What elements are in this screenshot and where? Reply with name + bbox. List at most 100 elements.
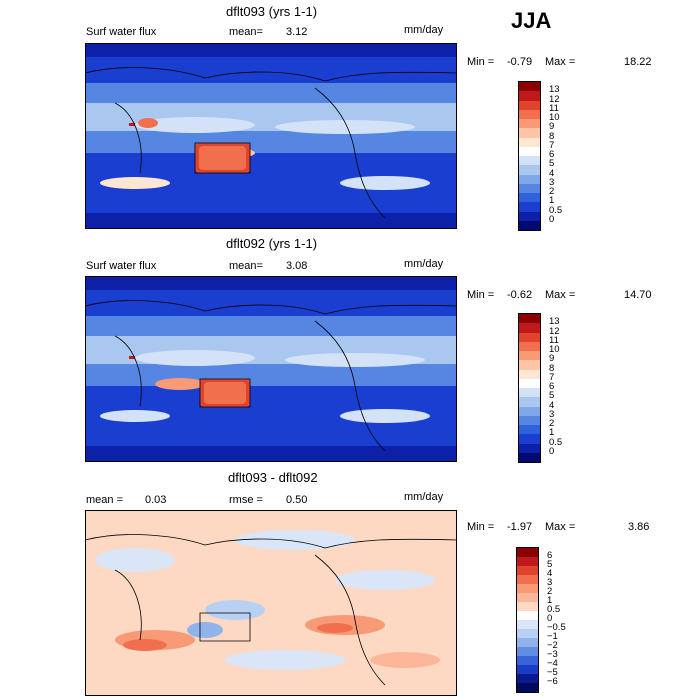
colorbar-tick-label: 0 xyxy=(547,613,553,624)
panel-1-min-label: Min = xyxy=(467,56,495,68)
colorbar-swatch xyxy=(517,638,538,647)
panel-1-title: dflt093 (yrs 1-1) xyxy=(226,4,318,19)
colorbar-tick-label: 3 xyxy=(549,176,555,188)
colorbar-swatch xyxy=(517,593,538,602)
colorbar-tick-label: 10 xyxy=(549,112,560,123)
colorbar-swatch xyxy=(519,323,540,333)
panel-1-map xyxy=(85,43,457,229)
colorbar-swatch xyxy=(517,566,538,575)
colorbar-tick-label: 12 xyxy=(549,325,560,337)
colorbar-swatch xyxy=(519,443,540,453)
colorbar-tick-label: 13 xyxy=(549,316,560,328)
panel-3-min-value: -1.97 xyxy=(507,521,533,533)
colorbar-swatch xyxy=(519,341,540,351)
colorbar-tick-label: 3 xyxy=(547,577,553,588)
colorbar-swatch xyxy=(519,378,540,388)
panel-3-mean-label: mean = xyxy=(86,494,123,506)
colorbar-swatch xyxy=(517,665,538,674)
colorbar-swatch xyxy=(517,557,538,566)
colorbar-swatch xyxy=(517,647,538,656)
panel-3-colorbar-ticks: 6 5 4 3 2 1 0.5 0 −0.5 −1 −2 −3 −4 −5 −6 xyxy=(547,547,587,691)
panel-1-max-label: Max = xyxy=(545,56,576,68)
panel-1-colorbar-ticks: 13 12 11 10 9 8 7 6 5 4 3 2 1 0.5 0 xyxy=(549,81,589,229)
panel-2-unit: mm/day xyxy=(404,258,444,270)
colorbar-tick-label: 7 xyxy=(549,139,555,151)
panel-3-unit: mm/day xyxy=(404,491,444,503)
season-label: JJA xyxy=(511,8,552,33)
panel-3-min-label: Min = xyxy=(467,521,495,533)
colorbar-swatch xyxy=(517,548,538,557)
colorbar-swatch xyxy=(519,165,540,175)
panel-2-mean-label: mean= xyxy=(229,260,263,272)
panel-1-max-value: 18.22 xyxy=(624,56,652,68)
panel-2-title: dflt092 (yrs 1-1) xyxy=(226,236,318,251)
panel-2-min-value: -0.62 xyxy=(507,289,533,301)
panel-2-colorbar-ticks: 13 12 11 10 9 8 7 6 5 4 3 2 1 0.5 0 xyxy=(549,313,589,461)
colorbar-tick-label: 1 xyxy=(549,427,555,439)
colorbar-swatch xyxy=(519,109,540,119)
colorbar-tick-label: 0.5 xyxy=(547,604,561,615)
colorbar-swatch xyxy=(519,183,540,193)
colorbar-swatch xyxy=(519,100,540,110)
colorbar-tick-label: 2 xyxy=(549,186,555,197)
colorbar-tick-label: 0 xyxy=(549,445,555,457)
panel-2-max-value: 14.70 xyxy=(624,289,652,301)
colorbar-tick-label: −6 xyxy=(547,676,558,687)
colorbar-tick-label: −5 xyxy=(547,667,558,678)
colorbar-swatch xyxy=(517,584,538,593)
colorbar-tick-label: 4 xyxy=(547,568,553,579)
colorbar-tick-label: 1 xyxy=(547,595,553,606)
colorbar-swatch xyxy=(517,629,538,638)
panel-3-mean-value: 0.03 xyxy=(145,494,167,506)
colorbar-tick-label: 6 xyxy=(547,550,553,561)
panel-3-map xyxy=(85,510,457,696)
panel-3-rmse-value: 0.50 xyxy=(286,494,308,506)
panel-3-max-value: 3.86 xyxy=(628,521,650,533)
colorbar-tick-label: 5 xyxy=(549,390,555,402)
colorbar-tick-label: 1 xyxy=(549,195,555,207)
colorbar-tick-label: 11 xyxy=(549,334,559,346)
colorbar-swatch xyxy=(519,146,540,156)
colorbar-swatch xyxy=(517,656,538,665)
colorbar-tick-label: −4 xyxy=(547,658,558,669)
colorbar-tick-label: 5 xyxy=(549,158,555,170)
panel-3-max-label: Max = xyxy=(545,521,576,533)
colorbar-swatch xyxy=(519,128,540,138)
panel-3-rmse-label: rmse = xyxy=(229,494,263,506)
colorbar-tick-label: 4 xyxy=(549,399,555,411)
panel-2-max-label: Max = xyxy=(545,289,576,301)
colorbar-swatch xyxy=(517,575,538,584)
colorbar-tick-label: 0.5 xyxy=(549,436,563,448)
colorbar-swatch xyxy=(517,611,538,620)
colorbar-swatch xyxy=(519,119,540,129)
colorbar-swatch xyxy=(519,156,540,166)
colorbar-tick-label: 6 xyxy=(549,381,555,392)
colorbar-tick-label: 0 xyxy=(549,213,555,225)
colorbar-tick-label: 2 xyxy=(549,418,555,429)
colorbar-swatch xyxy=(519,137,540,147)
panel-1-mean-label: mean= xyxy=(229,26,263,38)
colorbar-swatch xyxy=(519,202,540,212)
panel-1-unit: mm/day xyxy=(404,24,444,36)
colorbar-tick-label: 4 xyxy=(549,167,555,179)
colorbar-swatch xyxy=(517,683,538,692)
colorbar-tick-label: −0.5 xyxy=(547,622,566,633)
colorbar-tick-label: 7 xyxy=(549,371,555,383)
colorbar-swatch xyxy=(519,452,540,462)
colorbar-swatch xyxy=(519,388,540,398)
panel-2-colorbar xyxy=(518,313,541,463)
colorbar-swatch xyxy=(519,425,540,435)
colorbar-swatch xyxy=(519,351,540,361)
colorbar-swatch xyxy=(519,369,540,379)
panel-2-map xyxy=(85,276,457,462)
panel-2-min-label: Min = xyxy=(467,289,495,301)
colorbar-swatch xyxy=(519,211,540,221)
colorbar-swatch xyxy=(519,415,540,425)
colorbar-swatch xyxy=(519,174,540,184)
colorbar-swatch xyxy=(517,620,538,629)
colorbar-tick-label: 9 xyxy=(549,353,555,365)
panel-3-title: dflt093 - dflt092 xyxy=(228,470,318,485)
colorbar-swatch xyxy=(519,91,540,101)
colorbar-tick-label: −1 xyxy=(547,631,558,642)
colorbar-tick-label: 3 xyxy=(549,408,555,420)
